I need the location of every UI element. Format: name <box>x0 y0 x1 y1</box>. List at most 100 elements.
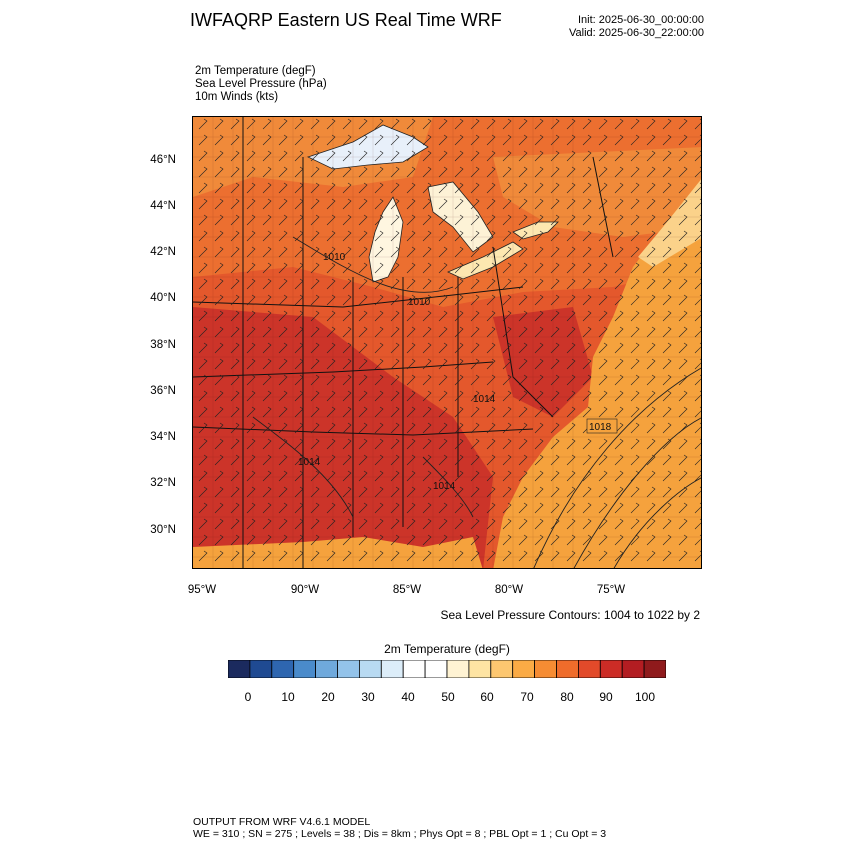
pressure-label: 1014 <box>433 481 456 492</box>
wind-barb <box>582 470 592 482</box>
wind-barb <box>662 422 672 434</box>
wind-barb <box>630 134 640 146</box>
wind-barb <box>438 518 448 530</box>
wind-barb <box>486 406 496 418</box>
wind-barb <box>294 374 304 386</box>
wind-barb <box>662 310 672 322</box>
wind-barb <box>694 486 701 498</box>
wind-barb <box>390 486 400 498</box>
wind-barb <box>454 470 464 482</box>
wind-barb <box>582 246 592 258</box>
wind-barb <box>374 182 384 194</box>
wind-barb <box>598 214 608 226</box>
wind-barb <box>534 518 544 530</box>
wind-barb <box>214 470 224 482</box>
wind-barb <box>262 438 272 450</box>
wind-barb <box>326 422 336 434</box>
temperature-colorbar <box>228 660 666 678</box>
wind-barb <box>374 534 384 546</box>
wind-barb <box>246 358 256 370</box>
wind-barb <box>678 486 688 498</box>
wind-barb <box>390 518 400 530</box>
wind-barb <box>534 470 544 482</box>
wind-barb <box>246 278 256 290</box>
wind-barb <box>598 534 608 546</box>
wind-barb <box>326 326 336 338</box>
wind-barb <box>390 390 400 402</box>
wind-barb <box>230 406 240 418</box>
south-central-region <box>193 307 493 568</box>
wind-barb <box>342 246 352 258</box>
wind-barb <box>278 342 288 354</box>
wind-barb <box>454 150 464 162</box>
wind-barb <box>646 150 656 162</box>
wind-barb <box>358 294 368 306</box>
wind-barb <box>566 310 576 322</box>
wind-barb <box>566 406 576 418</box>
wind-barb <box>614 470 624 482</box>
wind-barb <box>198 342 208 354</box>
wind-barb <box>486 150 496 162</box>
wind-barb <box>246 454 256 466</box>
wind-barb <box>614 198 624 210</box>
wind-barb <box>486 182 496 194</box>
wind-barb <box>470 262 480 274</box>
wind-barb <box>422 198 432 210</box>
wind-barb <box>374 134 384 146</box>
wind-barb <box>422 230 432 242</box>
wind-barb <box>646 134 656 146</box>
wind-barb <box>566 502 576 514</box>
wind-barb <box>502 262 512 274</box>
wind-barb <box>278 486 288 498</box>
wind-barb <box>342 198 352 210</box>
wind-barb <box>694 150 701 162</box>
wind-barb <box>662 262 672 274</box>
wind-barb <box>422 518 432 530</box>
wind-barb <box>518 438 528 450</box>
wind-barb <box>550 470 560 482</box>
wind-barb <box>406 422 416 434</box>
wind-barb <box>342 166 352 178</box>
wind-barb <box>614 150 624 162</box>
wind-barb <box>230 502 240 514</box>
wind-barb <box>310 454 320 466</box>
wind-barb <box>678 502 688 514</box>
wind-barb <box>262 134 272 146</box>
wind-barb <box>582 374 592 386</box>
wind-barb <box>582 150 592 162</box>
wind-barb <box>230 134 240 146</box>
wind-barb <box>454 550 464 562</box>
wind-barb <box>486 550 496 562</box>
wind-barb <box>294 166 304 178</box>
wind-barb <box>454 262 464 274</box>
wind-barb <box>438 294 448 306</box>
wind-barb <box>454 534 464 546</box>
pressure-label: 1010 <box>323 252 346 263</box>
wind-barb <box>566 438 576 450</box>
wind-barb <box>662 214 672 226</box>
wind-barb <box>406 470 416 482</box>
wind-barb <box>214 342 224 354</box>
wind-barb <box>406 198 416 210</box>
wind-barb <box>198 406 208 418</box>
wind-barb <box>550 214 560 226</box>
wind-barb <box>550 406 560 418</box>
colorbar-swatch <box>534 660 557 678</box>
wind-barb <box>390 550 400 562</box>
atlantic-ocean <box>493 179 701 568</box>
wind-barb <box>550 262 560 274</box>
wind-barb <box>214 182 224 194</box>
wind-barb <box>470 406 480 418</box>
wind-barb <box>198 246 208 258</box>
wind-barb <box>646 550 656 562</box>
wind-barb <box>342 422 352 434</box>
wind-barb <box>422 406 432 418</box>
wind-barb <box>550 390 560 402</box>
wind-barb <box>246 214 256 226</box>
wind-barb <box>438 358 448 370</box>
wind-barb <box>262 198 272 210</box>
wind-barb <box>358 470 368 482</box>
wind-barb <box>614 534 624 546</box>
lat-label: 30°N <box>150 524 176 536</box>
wind-barb <box>294 422 304 434</box>
